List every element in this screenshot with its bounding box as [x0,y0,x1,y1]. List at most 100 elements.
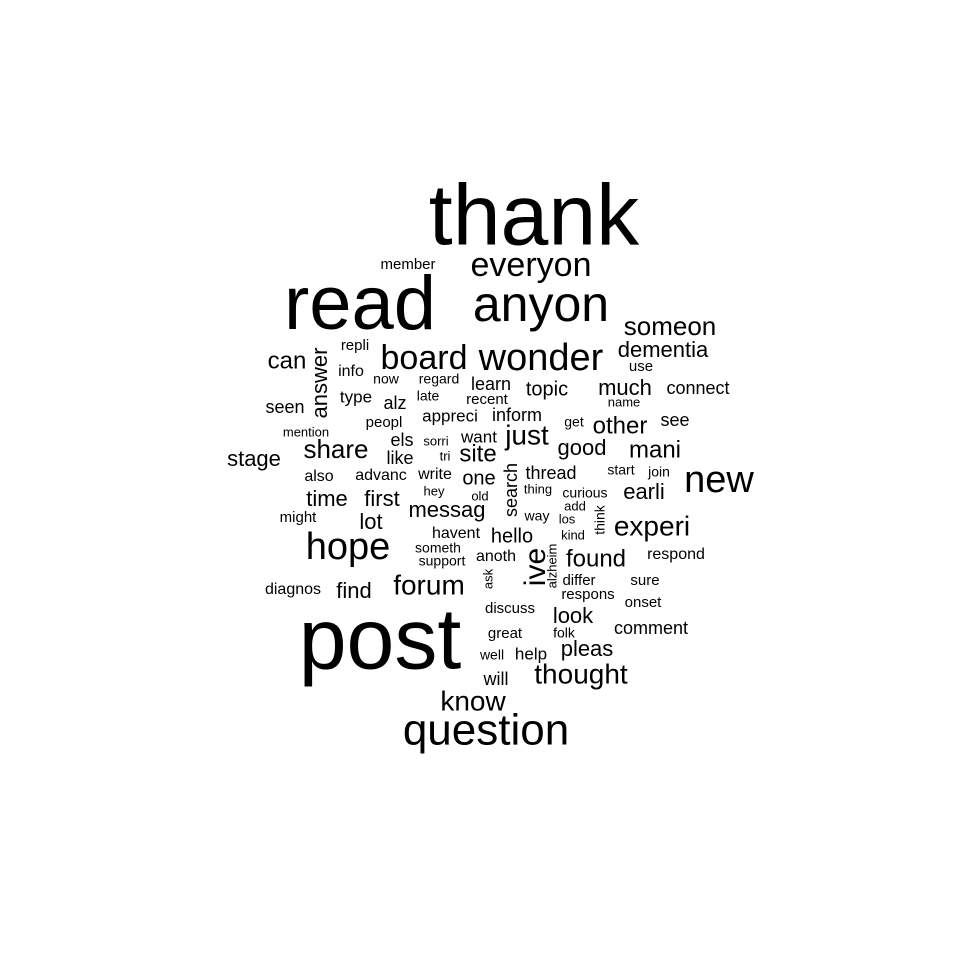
word-start: start [607,462,634,478]
word-differ: differ [562,572,595,589]
word-peopl: peopl [366,414,403,431]
word-alzheim: alzheim [544,544,559,589]
word-like: like [386,448,413,468]
word-question: question [403,706,569,755]
word-recent: recent [466,391,509,408]
word-hope: hope [306,526,391,568]
word-folk: folk [553,625,576,641]
word-ask: ask [480,568,495,589]
word-join: join [647,464,670,480]
word-kind: kind [561,527,585,542]
word-also: also [304,468,333,485]
word-will: will [483,669,509,689]
word-think: think [592,504,608,535]
word-might: might [280,509,318,526]
word-someon: someon [624,311,717,341]
word-repli: repli [341,337,369,354]
word-board: board [381,339,468,377]
word-thing: thing [524,481,552,496]
word-seen: seen [265,397,304,417]
word-someth: someth [415,540,461,556]
word-know: know [440,685,506,716]
word-support: support [419,553,466,569]
word-way: way [524,508,550,524]
word-one: one [462,467,495,489]
word-anoth: anoth [476,548,516,565]
word-mention: mention [283,424,329,439]
word-other: other [593,412,648,439]
word-post: post [299,592,462,688]
word-share: share [303,434,368,464]
word-search: search [501,463,521,517]
word-topic: topic [526,378,568,400]
word-alz: alz [383,393,406,413]
word-mani: mani [629,436,681,463]
word-thought: thought [534,658,628,689]
word-comment: comment [614,618,688,638]
word-read: read [284,261,436,346]
word-help: help [515,644,547,663]
word-learn: learn [471,374,511,394]
word-havent: havent [432,525,481,542]
word-see: see [660,410,689,430]
word-hello: hello [491,525,533,547]
word-thank: thank [429,168,640,264]
word-answer: answer [307,348,332,419]
word-stage: stage [227,446,281,471]
word-curious: curious [562,485,607,501]
word-earli: earli [623,479,665,504]
word-type: type [340,387,372,406]
word-tri: tri [440,448,451,463]
word-want: want [460,427,497,446]
word-anyon: anyon [473,276,609,332]
word-diagnos: diagnos [265,581,321,598]
word-els: els [390,430,413,450]
word-pleas: pleas [561,636,614,661]
word-sure: sure [630,572,659,589]
word-discuss: discuss [485,600,535,617]
word-member: member [380,256,435,273]
word-first: first [364,486,399,511]
word-experi: experi [614,510,690,541]
word-add: add [564,498,586,513]
word-now: now [373,371,400,387]
word-onset: onset [625,594,663,611]
word-dementia: dementia [618,337,709,362]
word-well: well [479,647,504,663]
word-connect: connect [666,378,729,398]
word-can: can [268,347,307,374]
word-look: look [553,603,594,628]
word-messag: messag [408,497,485,522]
word-appreci: appreci [422,406,478,425]
word-found: found [566,545,626,572]
word-use: use [629,358,653,375]
word-get: get [564,414,584,430]
word-los: los [559,511,576,526]
word-name: name [608,394,641,409]
word-forum: forum [393,569,465,600]
word-advanc: advanc [355,467,407,484]
word-inform: inform [492,405,542,425]
word-site: site [459,440,496,467]
word-time: time [306,486,348,511]
word-find: find [336,578,371,603]
word-respons: respons [561,586,614,603]
word-respond: respond [647,546,705,563]
word-hey: hey [424,483,445,498]
word-write: write [417,466,452,483]
word-wonder: wonder [478,337,604,379]
word-old: old [471,488,488,503]
word-thread: thread [525,463,576,483]
word-great: great [488,625,523,642]
word-info: info [338,363,364,380]
word-new: new [684,459,754,501]
word-late: late [417,388,440,404]
word-everyon: everyon [471,246,592,284]
word-good: good [558,435,607,460]
word-much: much [598,375,652,400]
word-just: just [504,419,549,450]
word-ive: ive [519,548,552,586]
word-regard: regard [419,371,459,387]
